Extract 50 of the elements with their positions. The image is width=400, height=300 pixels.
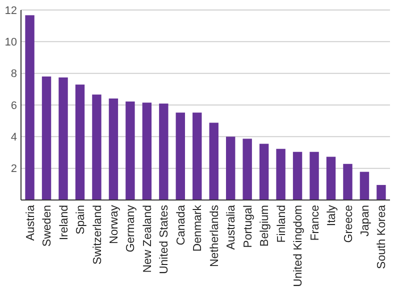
- x-tick-label: Greece: [342, 205, 355, 243]
- y-tick-label: 8: [10, 68, 17, 80]
- bar: [310, 152, 319, 200]
- x-tick-label: Austria: [24, 204, 37, 241]
- y-tick-label: 6: [10, 100, 17, 112]
- bar: [58, 77, 68, 200]
- x-tick-label: South Korea: [376, 204, 388, 269]
- bar: [142, 102, 152, 200]
- x-tick-label: United Kingdom: [292, 205, 305, 287]
- x-tick-label: Canada: [175, 204, 188, 246]
- y-tick-label: 4: [10, 132, 17, 144]
- bar: [226, 136, 236, 200]
- x-tick-label: Portugal: [242, 205, 254, 248]
- bar: [326, 156, 336, 200]
- bar: [276, 148, 286, 200]
- bar: [92, 94, 102, 200]
- bar: [159, 104, 168, 200]
- x-tick-label: Australia: [226, 204, 238, 250]
- x-tick-label: Spain: [75, 205, 88, 234]
- bar: [42, 76, 52, 200]
- x-tick-label: Germany: [125, 204, 138, 252]
- bar: [292, 152, 302, 200]
- bar: [360, 172, 370, 200]
- x-tick-label: Norway: [108, 204, 120, 244]
- bar: [108, 98, 118, 200]
- y-tick-label: 2: [10, 163, 17, 176]
- bar: [376, 184, 386, 200]
- y-tick-label: 12: [4, 4, 17, 17]
- bar: [176, 112, 185, 200]
- x-tick-label: Italy: [326, 204, 338, 226]
- bar: [259, 144, 269, 200]
- bar: [75, 84, 85, 200]
- x-tick-label: Ireland: [58, 205, 70, 240]
- bar: [242, 138, 252, 200]
- x-tick-label: Switzerland: [92, 205, 104, 264]
- x-tick-label: New Zealand: [142, 205, 154, 273]
- bar: [126, 102, 135, 200]
- x-tick-label: Belgium: [259, 205, 272, 247]
- bar: [209, 122, 218, 200]
- x-tick-label: Denmark: [192, 204, 204, 252]
- x-tick-label: Netherlands: [208, 204, 221, 268]
- x-tick-label: Japan: [360, 205, 372, 236]
- x-tick-label: Sweden: [42, 205, 54, 247]
- x-tick-label: United States: [158, 204, 171, 274]
- x-tick-label: Finland: [276, 205, 288, 243]
- bar: [192, 112, 202, 200]
- bar: [25, 15, 34, 200]
- bar: [343, 164, 352, 200]
- y-tick-label: 10: [4, 36, 17, 49]
- x-tick-label: France: [309, 205, 322, 241]
